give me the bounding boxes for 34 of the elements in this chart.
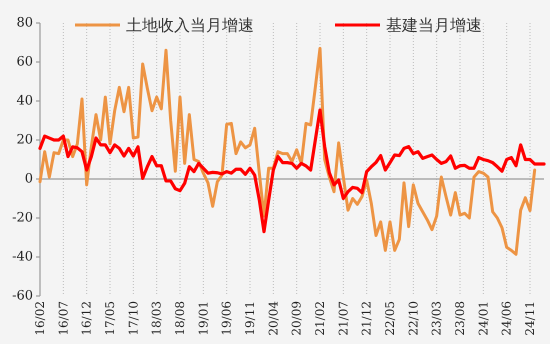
x-tick-label: 21/02 [313, 301, 327, 336]
x-tick-label: 22/05 [383, 301, 397, 336]
x-tick-label: 16/02 [33, 301, 47, 336]
x-tick-label: 18/08 [173, 301, 187, 336]
x-tick-label: 17/05 [103, 301, 117, 336]
y-tick-label: 20 [16, 132, 33, 148]
x-tick-label: 17/10 [126, 301, 140, 336]
line-series [38, 108, 546, 234]
line-series [38, 46, 536, 256]
x-tick-label: 21/12 [360, 301, 374, 336]
x-tick-label: 16/07 [56, 301, 70, 336]
x-tick-label: 23/03 [430, 301, 444, 336]
x-tick-label: 19/01 [196, 301, 210, 336]
x-tick-label: 22/10 [406, 301, 420, 336]
x-tick-label: 19/11 [243, 301, 257, 336]
x-tick-label: 24/01 [476, 301, 490, 336]
x-tick-label: 24/11 [523, 301, 537, 336]
x-tick-label: 19/06 [220, 301, 234, 336]
y-tick-label: 40 [16, 94, 33, 108]
y-tick-label: 80 [16, 16, 33, 30]
y-tick-label: 0 [24, 172, 33, 186]
x-tick-label: 20/09 [290, 301, 304, 336]
legend-label: 基建当月增速 [386, 16, 482, 34]
x-tick-label: 18/03 [150, 301, 164, 336]
x-tick-label: 21/07 [336, 301, 350, 336]
y-tick-label: -20 [12, 210, 33, 226]
x-tick-label: 20/04 [266, 300, 280, 336]
x-tick-label: 24/06 [500, 301, 514, 336]
x-tick-label: 16/12 [80, 301, 94, 336]
y-tick-label: -60 [12, 288, 33, 304]
y-tick-label: -40 [12, 250, 33, 264]
x-tick-label: 23/08 [453, 301, 467, 336]
y-tick-label: 60 [16, 54, 33, 70]
legend-label: 土地收入当月增速 [126, 16, 254, 34]
